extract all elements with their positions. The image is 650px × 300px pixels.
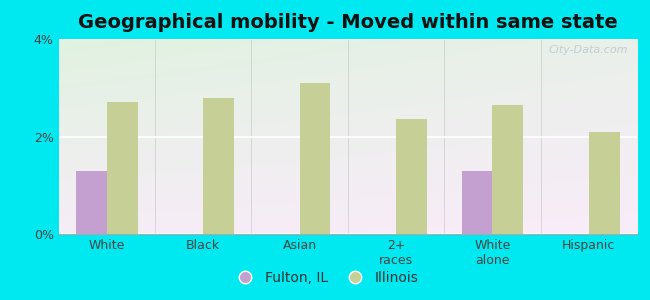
Bar (76, 171, 107, 234)
Text: City-Data.com: City-Data.com (549, 45, 629, 55)
Title: Geographical mobility - Moved within same state: Geographical mobility - Moved within sam… (78, 13, 618, 32)
Bar (396, 119, 427, 234)
Bar (462, 171, 492, 234)
Bar (300, 83, 330, 234)
Bar (203, 98, 234, 234)
Bar (107, 102, 138, 234)
Bar (589, 132, 619, 234)
Bar (493, 105, 523, 234)
Legend: Fulton, IL, Illinois: Fulton, IL, Illinois (226, 265, 424, 290)
